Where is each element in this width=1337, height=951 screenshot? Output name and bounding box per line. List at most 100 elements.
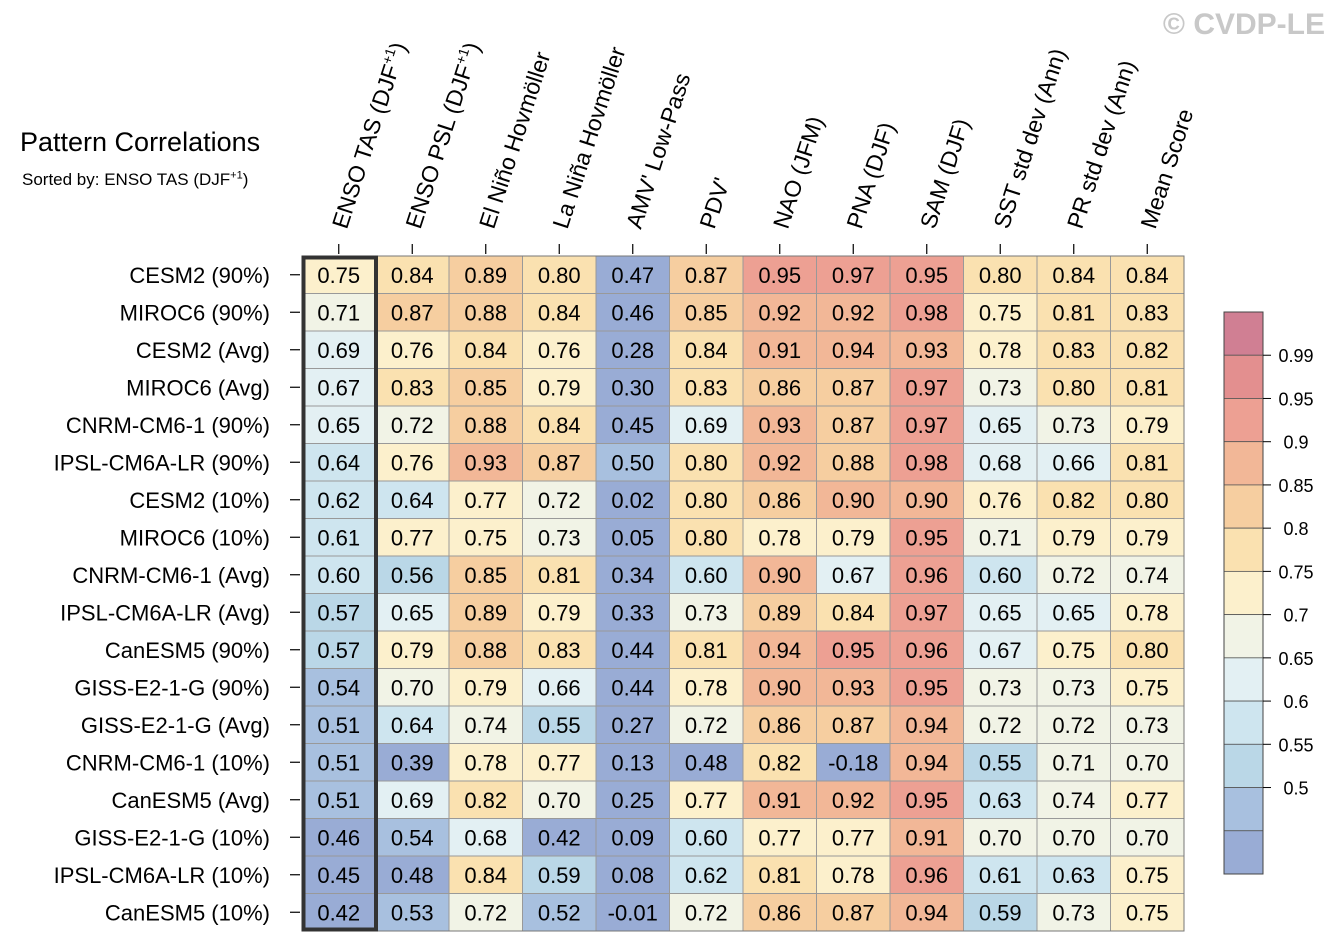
cell-value-label: 0.74 xyxy=(1126,563,1169,588)
cell-value-label: 0.79 xyxy=(391,638,434,663)
cell-value-label: 0.72 xyxy=(538,488,581,513)
cell-value-label: 0.71 xyxy=(1052,750,1095,775)
colorbar-label: 0.75 xyxy=(1278,562,1313,582)
cell-value-label: 0.77 xyxy=(538,750,581,775)
heatmap-cell xyxy=(522,443,597,482)
colorbar-label: 0.55 xyxy=(1278,735,1313,755)
column-label: PDV' xyxy=(694,174,735,231)
cell-value-label: 0.79 xyxy=(1126,525,1169,550)
cell-value-label: 0.48 xyxy=(391,863,434,888)
colorbar-label: 0.95 xyxy=(1278,389,1313,409)
heatmap-cell xyxy=(669,405,744,444)
heatmap-cell xyxy=(1036,480,1111,519)
cell-value-label: 0.70 xyxy=(1126,825,1169,850)
cell-value-label: 0.44 xyxy=(611,675,654,700)
cell-value-label: 0.80 xyxy=(685,450,728,475)
cell-value-label: 0.62 xyxy=(685,863,728,888)
heatmap-cell xyxy=(522,780,597,819)
cell-value-label: 0.81 xyxy=(1126,375,1169,400)
cell-value-label: 0.51 xyxy=(317,788,360,813)
cell-value-label: 0.88 xyxy=(464,300,507,325)
colorbar-label: 0.8 xyxy=(1283,519,1308,539)
cell-value-label: 0.42 xyxy=(317,900,360,925)
heatmap-cell xyxy=(889,255,964,294)
cell-value-label: 0.63 xyxy=(979,788,1022,813)
column-label: NAO (JFM) xyxy=(768,113,829,232)
cell-value-label: 0.60 xyxy=(979,563,1022,588)
cell-value-label: 0.47 xyxy=(611,263,654,288)
heatmap-cell xyxy=(669,705,744,744)
row-label: CNRM-CM6-1 (90%) xyxy=(66,413,270,438)
heatmap-cell xyxy=(301,593,376,632)
heatmap-cell xyxy=(963,818,1038,857)
cell-value-label: 0.97 xyxy=(905,413,948,438)
cell-value-label: 0.69 xyxy=(685,413,728,438)
cell-value-label: 0.76 xyxy=(391,450,434,475)
cell-value-label: 0.75 xyxy=(464,525,507,550)
column-label: La Niña Hovmöller xyxy=(547,43,630,231)
cell-value-label: 0.81 xyxy=(538,563,581,588)
heatmap-cell xyxy=(1036,630,1111,669)
cell-value-label: 0.81 xyxy=(1052,300,1095,325)
cell-value-label: 0.64 xyxy=(317,450,360,475)
cell-value-label: 0.52 xyxy=(538,900,581,925)
cell-value-label: 0.87 xyxy=(832,713,875,738)
cell-value-label: 0.73 xyxy=(979,375,1022,400)
heatmap-cell xyxy=(375,705,450,744)
heatmap-cell xyxy=(301,480,376,519)
heatmap-cell xyxy=(301,330,376,369)
heatmap-cell xyxy=(889,480,964,519)
heatmap-cell xyxy=(1110,255,1185,294)
heatmap-cell xyxy=(963,555,1038,594)
heatmap-cell xyxy=(816,743,891,782)
heatmap-cell xyxy=(301,855,376,894)
heatmap-cell xyxy=(522,855,597,894)
cell-value-label: 0.83 xyxy=(538,638,581,663)
cell-value-label: 0.61 xyxy=(317,525,360,550)
cell-value-label: 0.80 xyxy=(1052,375,1095,400)
cell-value-label: 0.78 xyxy=(464,750,507,775)
heatmap-cell xyxy=(669,818,744,857)
heatmap-cell xyxy=(889,443,964,482)
colorbar-swatch xyxy=(1223,657,1264,702)
heatmap-cell xyxy=(1110,293,1185,332)
cell-value-label: 0.46 xyxy=(611,300,654,325)
cell-value-label: 0.79 xyxy=(1126,413,1169,438)
cell-value-label: 0.57 xyxy=(317,638,360,663)
cell-value-label: 0.86 xyxy=(758,713,801,738)
heatmap-cell xyxy=(375,593,450,632)
cell-value-label: 0.55 xyxy=(979,750,1022,775)
heatmap-cell xyxy=(1036,555,1111,594)
row-label: GISS-E2-1-G (90%) xyxy=(74,675,270,700)
cell-value-label: 0.84 xyxy=(1126,263,1169,288)
cell-value-label: 0.95 xyxy=(905,525,948,550)
cell-value-label: 0.48 xyxy=(685,750,728,775)
colorbar-swatch xyxy=(1223,700,1264,745)
heatmap-cell xyxy=(301,405,376,444)
row-label: MIROC6 (90%) xyxy=(120,300,270,325)
heatmap-cell xyxy=(448,480,523,519)
heatmap-cell xyxy=(742,330,817,369)
cell-value-label: 0.60 xyxy=(317,563,360,588)
heatmap-cell xyxy=(816,405,891,444)
heatmap-cell xyxy=(1110,593,1185,632)
cell-value-label: 0.71 xyxy=(317,300,360,325)
cell-value-label: 0.86 xyxy=(758,488,801,513)
cell-value-label: 0.79 xyxy=(538,375,581,400)
sort-column-highlight xyxy=(301,255,378,932)
heatmap-cell xyxy=(595,893,670,932)
cell-value-label: 0.70 xyxy=(1052,825,1095,850)
heatmap-cell xyxy=(595,293,670,332)
row-label: CESM2 (Avg) xyxy=(136,338,270,363)
heatmap-cell xyxy=(1110,405,1185,444)
cell-value-label: 0.88 xyxy=(464,413,507,438)
cell-value-label: 0.59 xyxy=(538,863,581,888)
cell-value-label: 0.46 xyxy=(317,825,360,850)
cell-value-label: 0.57 xyxy=(317,600,360,625)
cell-value-label: 0.80 xyxy=(685,525,728,550)
cell-value-label: 0.63 xyxy=(1052,863,1095,888)
cell-value-label: 0.69 xyxy=(391,788,434,813)
cell-value-label: 0.84 xyxy=(538,300,581,325)
heatmap-cell xyxy=(375,630,450,669)
cell-value-label: 0.60 xyxy=(685,825,728,850)
